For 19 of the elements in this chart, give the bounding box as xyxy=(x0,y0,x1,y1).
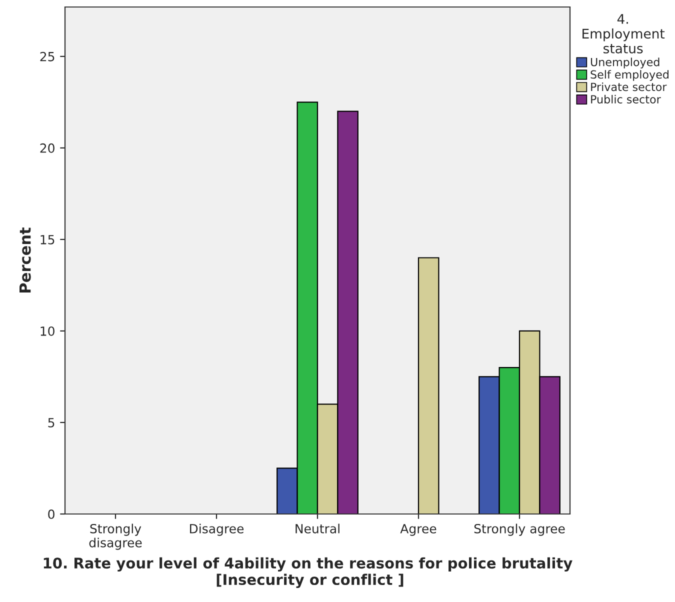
x-tick-label: Agree xyxy=(400,524,436,536)
y-tick-label: 25 xyxy=(40,52,54,62)
x-tick-label: Neutral xyxy=(296,524,340,534)
y-tick-label: 20 xyxy=(40,143,54,153)
x-tick-label: Strongly disagree xyxy=(89,524,142,550)
legend-title: 4. Employment status xyxy=(582,14,665,54)
y-tick-label: 15 xyxy=(40,235,54,244)
legend-label: Private sector xyxy=(591,82,667,92)
y-tick-label: 0 xyxy=(48,509,54,519)
y-axis-title: Percent xyxy=(20,228,31,292)
x-axis-title: 10. Rate your level of 4ability on the reasons for police brutality [Insecurity or conflict ] xyxy=(44,557,572,588)
legend-label: Self employed xyxy=(590,70,668,81)
bar xyxy=(418,257,440,514)
x-tick-label: Disagree xyxy=(190,524,244,536)
x-tick-label: Strongly agree xyxy=(474,524,565,536)
y-tick-label: 5 xyxy=(48,418,54,428)
legend-label: Public sector xyxy=(591,94,661,104)
y-tick-label: 10 xyxy=(40,326,54,336)
legend-label: Unemployed xyxy=(590,58,660,68)
